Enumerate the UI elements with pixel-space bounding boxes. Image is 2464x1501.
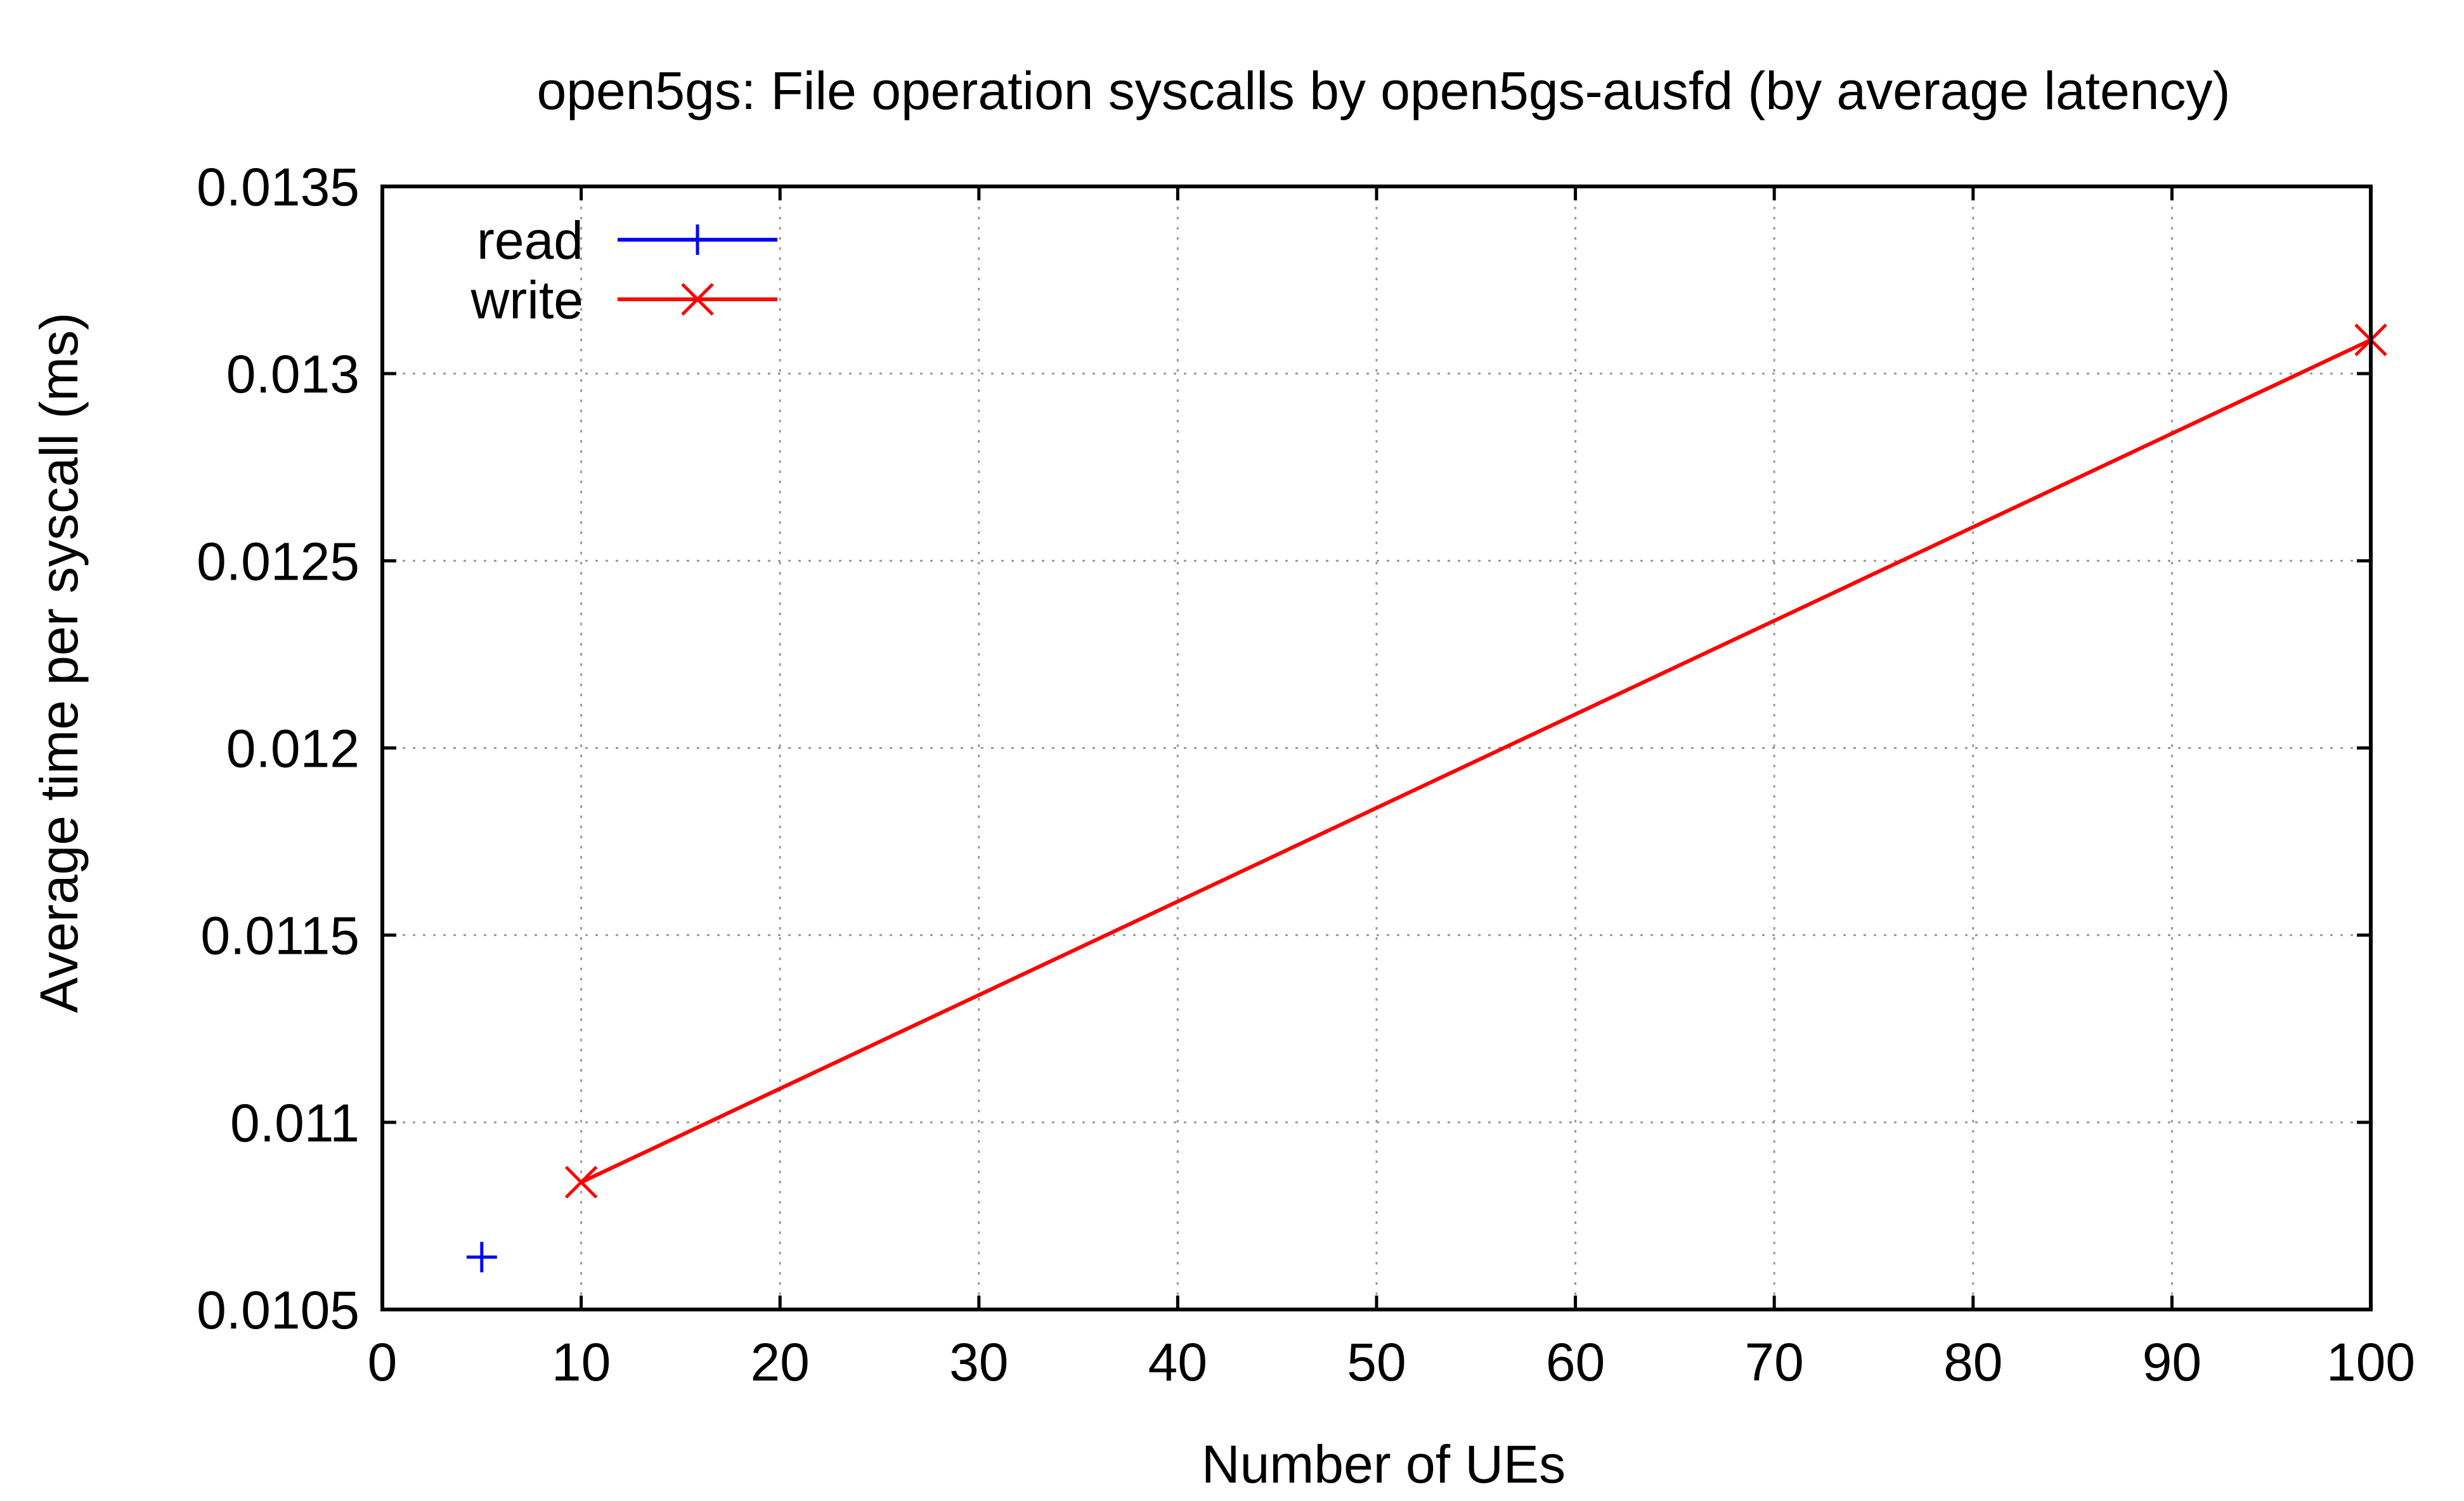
y-tick-label: 0.012 [226, 719, 360, 779]
data-point-read [466, 1242, 497, 1273]
data-point-write [564, 1166, 598, 1199]
x-tick-label: 40 [1148, 1332, 1207, 1392]
x-tick-label: 80 [1943, 1332, 2002, 1392]
x-axis-label: Number of UEs [1202, 1434, 1566, 1494]
y-tick-label: 0.0135 [197, 157, 360, 217]
y-tick-label: 0.013 [226, 344, 360, 404]
x-tick-label: 30 [949, 1332, 1008, 1392]
series-layer [466, 323, 2387, 1273]
legend-label: read [477, 211, 583, 270]
legend-label: write [470, 270, 583, 330]
tick-layer: 0 10 20 30 40 50 60 70 80 90 100 0.0105 0.011 0.0115 0… [197, 157, 2415, 1392]
x-tick-label: 0 [368, 1332, 398, 1392]
y-axis-label: Average time per syscall (ms) [29, 313, 89, 1013]
y-tick-label: 0.0105 [197, 1280, 360, 1340]
y-tick-label: 0.011 [230, 1093, 360, 1153]
x-tick-label: 20 [750, 1332, 809, 1392]
plot-frame [380, 185, 2373, 1311]
x-tick-label: 100 [2326, 1332, 2415, 1392]
x-tick-label: 50 [1347, 1332, 1406, 1392]
legend-item-read: read [477, 211, 777, 270]
x-tick-label: 60 [1546, 1332, 1605, 1392]
legend-marker [681, 283, 714, 316]
legend-item-write: write [470, 270, 777, 330]
x-tick-label: 90 [2143, 1332, 2201, 1392]
chart-title: open5gs: File operation syscalls by open… [537, 61, 2231, 120]
grid-layer [382, 186, 2371, 1309]
y-tick-label: 0.0115 [200, 906, 360, 966]
series-line-write [580, 338, 2372, 1185]
y-tick-label: 0.0125 [197, 531, 360, 591]
x-tick-label: 70 [1744, 1332, 1803, 1392]
x-tick-label: 10 [552, 1332, 611, 1392]
legend-marker [682, 224, 713, 255]
